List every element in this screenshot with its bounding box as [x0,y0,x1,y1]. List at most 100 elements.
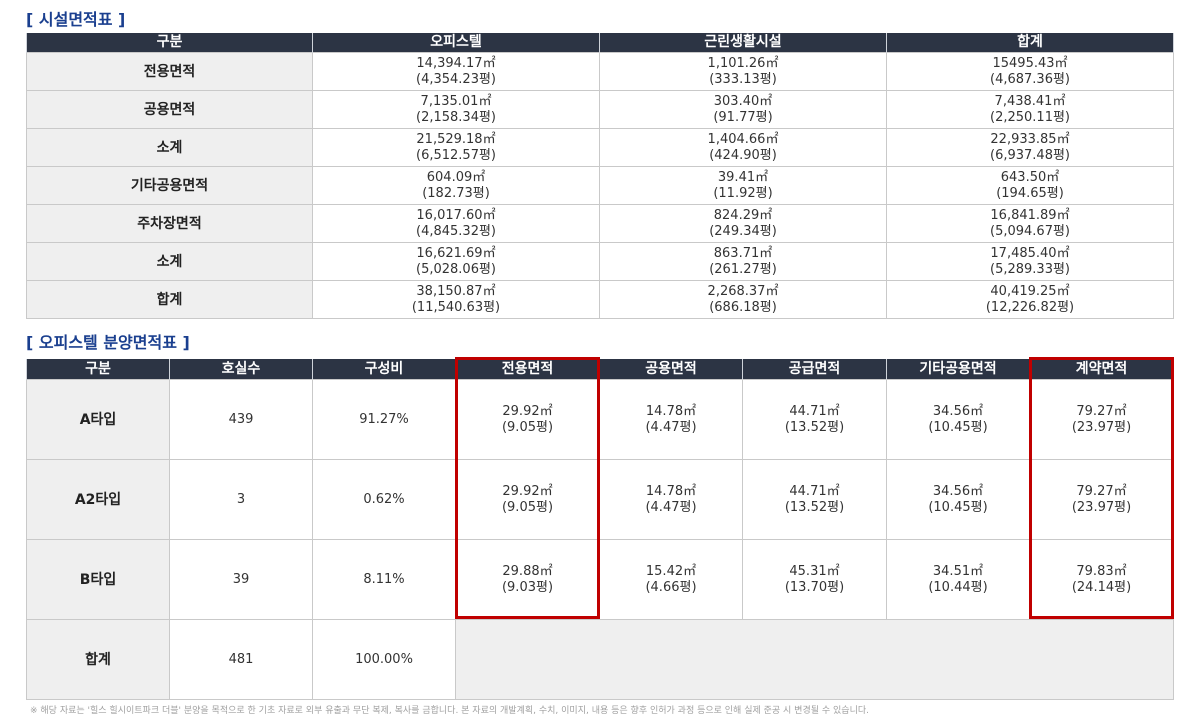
contract-area-cell-sqm: 79.27㎡ [1076,483,1127,499]
officetel-cell-sqm: 7,135.01㎡ [420,93,492,109]
row-label: 소계 [26,242,313,281]
contract-area-cell: 79.83㎡ (24.14평) [1029,539,1174,620]
contract-area-cell-sqm: 79.27㎡ [1076,403,1127,419]
total-label: 합계 [26,619,170,700]
exclusive-area-cell-sqm: 29.88㎡ [502,563,553,579]
retail-cell: 303.40㎡ (91.77평) [599,90,887,129]
header-ratio: 구성비 [312,359,456,380]
officetel-cell-sqm: 38,150.87㎡ [416,283,496,299]
total-cell-sqm: 15495.43㎡ [992,55,1068,71]
header-category: 구분 [26,359,170,380]
officetel-cell-pyeong: (11,540.63평) [411,299,501,315]
row-label: 주차장면적 [26,204,313,243]
row-label: 전용면적 [26,52,313,91]
table-row: A타입 439 91.27% 29.92㎡ (9.05평) 14.78㎡ (4.47평) 44… [26,379,1174,460]
total-cell-sqm: 643.50㎡ [1000,169,1060,185]
officetel-cell: 7,135.01㎡ (2,158.34평) [312,90,600,129]
retail-cell: 1,404.66㎡ (424.90평) [599,128,887,167]
retail-cell-sqm: 824.29㎡ [713,207,773,223]
total-cell: 15495.43㎡ (4,687.36평) [886,52,1174,91]
officetel-cell-sqm: 14,394.17㎡ [416,55,496,71]
retail-cell-sqm: 39.41㎡ [717,169,769,185]
total-cell-sqm: 22,933.85㎡ [990,131,1070,147]
type-label: A타입 [26,379,170,460]
officetel-cell-pyeong: (4,845.32평) [416,223,496,239]
exclusive-area-cell-pyeong: (9.05평) [501,499,554,515]
other-area-cell-sqm: 34.56㎡ [932,403,984,419]
retail-cell-pyeong: (11.92평) [713,185,773,201]
officetel-cell: 14,394.17㎡ (4,354.23평) [312,52,600,91]
header-exclusive-area: 전용면적 [455,359,600,380]
officetel-cell: 16,017.60㎡ (4,845.32평) [312,204,600,243]
supply-area-cell-pyeong: (13.52평) [784,419,845,435]
total-ratio-cell: 100.00% [312,619,456,700]
contract-area-cell-pyeong: (23.97평) [1071,499,1132,515]
officetel-cell-sqm: 16,017.60㎡ [416,207,496,223]
officetel-cell-sqm: 16,621.69㎡ [416,245,496,261]
contract-area-cell: 79.27㎡ (23.97평) [1029,459,1174,540]
retail-cell: 39.41㎡ (11.92평) [599,166,887,205]
retail-cell-pyeong: (686.18평) [709,299,777,315]
common-area-cell: 14.78㎡ (4.47평) [599,459,743,540]
ratio-cell: 8.11% [312,539,456,620]
supply-area-cell-pyeong: (13.70평) [784,579,845,595]
table-row: 소계 16,621.69㎡ (5,028.06평) 863.71㎡ (261.27평) 1… [26,242,1174,281]
other-area-cell-pyeong: (10.44평) [928,579,988,595]
header-common-area: 공용면적 [599,359,743,380]
exclusive-area-cell-sqm: 29.92㎡ [502,483,553,499]
table-row: 주차장면적 16,017.60㎡ (4,845.32평) 824.29㎡ (249.34… [26,204,1174,243]
total-cell-pyeong: (4,687.36평) [990,71,1070,87]
header-other-common-area: 기타공용면적 [886,359,1030,380]
common-area-cell: 15.42㎡ (4.66평) [599,539,743,620]
ratio-cell: 0.62% [312,459,456,540]
supply-area-cell-sqm: 44.71㎡ [789,483,840,499]
contract-area-cell-sqm: 79.83㎡ [1076,563,1127,579]
officetel-cell-pyeong: (6,512.57평) [416,147,496,163]
retail-cell-sqm: 1,404.66㎡ [707,131,779,147]
retail-cell-pyeong: (249.34평) [709,223,777,239]
table-header-row: 구분 오피스텔 근린생활시설 합계 [26,33,1174,53]
retail-cell-pyeong: (333.13평) [709,71,777,87]
total-cell-sqm: 16,841.89㎡ [990,207,1070,223]
total-units-cell: 481 [169,619,313,700]
total-cell-pyeong: (5,094.67평) [990,223,1070,239]
retail-cell-pyeong: (261.27평) [709,261,777,277]
units-cell: 39 [169,539,313,620]
total-cell-pyeong: (6,937.48평) [990,147,1070,163]
empty-cell [455,619,1174,700]
supply-area-cell-pyeong: (13.52평) [784,499,845,515]
total-cell: 17,485.40㎡ (5,289.33평) [886,242,1174,281]
header-officetel: 오피스텔 [312,33,600,53]
total-cell: 22,933.85㎡ (6,937.48평) [886,128,1174,167]
supply-area-cell: 44.71㎡ (13.52평) [742,459,887,540]
retail-cell-sqm: 863.71㎡ [713,245,773,261]
other-area-cell-sqm: 34.51㎡ [932,563,984,579]
supply-area-cell-sqm: 44.71㎡ [789,403,840,419]
exclusive-area-cell-pyeong: (9.03평) [501,579,554,595]
officetel-sale-area-table: 구분 호실수 구성비 전용면적 공용면적 공급면적 기타공용면적 계약면적 A타… [26,359,1174,700]
supply-area-cell-sqm: 45.31㎡ [789,563,840,579]
ratio-cell: 91.27% [312,379,456,460]
total-cell-pyeong: (194.65평) [996,185,1064,201]
common-area-cell-sqm: 14.78㎡ [645,483,697,499]
contract-area-cell: 79.27㎡ (23.97평) [1029,379,1174,460]
exclusive-area-cell: 29.92㎡ (9.05평) [455,459,600,540]
sale-table-title: [ 오피스텔 분양면적표 ] [26,333,190,352]
total-cell: 40,419.25㎡ (12,226.82평) [886,280,1174,319]
common-area-cell-sqm: 15.42㎡ [645,563,697,579]
units-cell: 3 [169,459,313,540]
table-row: 합계 38,150.87㎡ (11,540.63평) 2,268.37㎡ (686.18… [26,280,1174,319]
type-label: A2타입 [26,459,170,540]
retail-cell: 863.71㎡ (261.27평) [599,242,887,281]
other-area-cell-pyeong: (10.45평) [928,419,988,435]
row-label: 기타공용면적 [26,166,313,205]
facility-table-title: [ 시설면적표 ] [26,10,126,29]
retail-cell-pyeong: (424.90평) [709,147,777,163]
header-retail: 근린생활시설 [599,33,887,53]
retail-cell: 824.29㎡ (249.34평) [599,204,887,243]
other-area-cell: 34.56㎡ (10.45평) [886,459,1030,540]
officetel-cell-pyeong: (4,354.23평) [416,71,496,87]
table-row: B타입 39 8.11% 29.88㎡ (9.03평) 15.42㎡ (4.66평) 45.3… [26,539,1174,620]
other-area-cell: 34.51㎡ (10.44평) [886,539,1030,620]
units-cell: 439 [169,379,313,460]
